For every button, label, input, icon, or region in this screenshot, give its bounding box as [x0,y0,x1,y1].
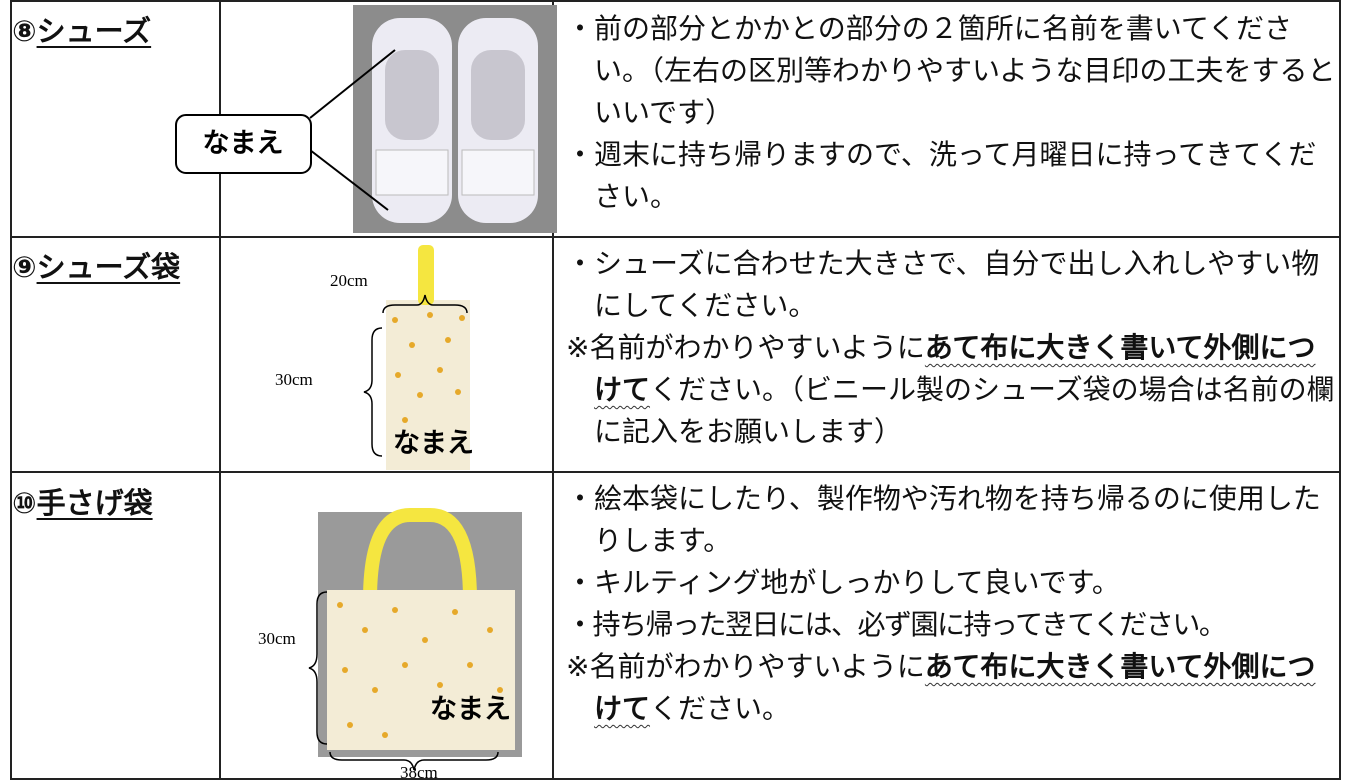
bag-handle [363,508,477,601]
brace [382,294,468,314]
bag-photo [386,300,470,470]
note: ・絵本袋にしたり、製作物や汚れ物を持ち帰るのに使用したりします。 [566,478,1336,562]
note-text: ・週末に持ち帰りますので、洗って月曜日に持ってきてください。 [566,138,1317,213]
note-text: ください。 [650,692,791,725]
shoe-strap [375,149,449,196]
note: ※名前がわかりやすいようにあて布に大きく書いて外側につけてください。 [566,646,1336,730]
note: ・持ち帰った翌日には、必ず園に持ってきてください。 [566,604,1336,646]
note-text: ください。（ビニール製のシューズ袋の場合は名前の欄に記入をお願いします） [594,373,1335,448]
item-title: シューズ [36,14,152,48]
item-number: ⑩ [12,486,37,520]
image-label: なまえ [203,128,284,159]
shoe-inside [471,50,525,140]
item-number: ⑧ [12,14,37,48]
image-label: なまえ [430,694,511,725]
note-text: ・前の部分とかかとの部分の２箇所に名前を書いてください。（左右の区別等わかりやす… [566,12,1336,129]
brace [329,751,499,771]
border [219,0,221,780]
note-text: ・シューズに合わせた大きさで、自分で出し入れしやすい物にしてください。 [566,247,1320,322]
item-title: 手さげ袋 [36,486,153,520]
image-label: 30cm [258,629,296,648]
arrow [309,149,389,211]
shoe-strap [461,149,535,196]
border [10,471,1341,473]
note-text: ※名前がわかりやすいように [566,331,925,364]
note-text: ・持ち帰った翌日には、必ず園に持ってきてください。 [566,608,1227,641]
bag-pattern [392,312,465,423]
item-name: ⑩手さげ袋 [12,480,153,522]
shoe-inside [385,50,439,140]
border [552,0,554,780]
image-label: なまえ [393,428,474,459]
note: ・前の部分とかかとの部分の２箇所に名前を書いてください。（左右の区別等わかりやす… [566,8,1336,134]
note-text: ※名前がわかりやすいように [566,650,925,683]
image-label: 30cm [275,370,313,389]
image-label: 38cm [400,763,438,780]
brace [308,591,328,745]
notes: ・シューズに合わせた大きさで、自分で出し入れしやすい物にしてください。 ※名前が… [566,243,1336,453]
border [10,0,1341,2]
border [10,0,12,780]
image-label: 20cm [330,271,368,290]
arrow [309,49,396,119]
bag-handle [418,245,434,305]
note: ・シューズに合わせた大きさで、自分で出し入れしやすい物にしてください。 [566,243,1336,327]
bag-pattern [337,602,503,738]
brace [363,327,383,457]
notes: ・前の部分とかかとの部分の２箇所に名前を書いてください。（左右の区別等わかりやす… [566,8,1336,218]
item-name: ⑧シューズ [12,8,151,50]
callout-box [175,114,312,174]
note-text: ・キルティング地がしっかりして良いです。 [566,566,1120,599]
item-title: シューズ袋 [36,250,181,284]
bag [327,590,515,750]
border [10,236,1341,238]
note-text: ・絵本袋にしたり、製作物や汚れ物を持ち帰るのに使用したりします。 [566,482,1321,557]
notes: ・絵本袋にしたり、製作物や汚れ物を持ち帰るのに使用したりします。 ・キルティング… [566,478,1336,730]
border [1339,0,1341,780]
note: ※名前がわかりやすいようにあて布に大きく書いて外側につけてください。（ビニール製… [566,327,1336,453]
note: ・キルティング地がしっかりして良いです。 [566,562,1336,604]
note-emphasis: あて布に大きく書いて外側につけて [594,331,1316,406]
note: ・週末に持ち帰りますので、洗って月曜日に持ってきてください。 [566,134,1336,218]
item-name: ⑨シューズ袋 [12,244,180,286]
item-number: ⑨ [12,250,37,284]
border [10,778,1341,780]
note-emphasis: あて布に大きく書いて外側につけて [594,650,1316,725]
